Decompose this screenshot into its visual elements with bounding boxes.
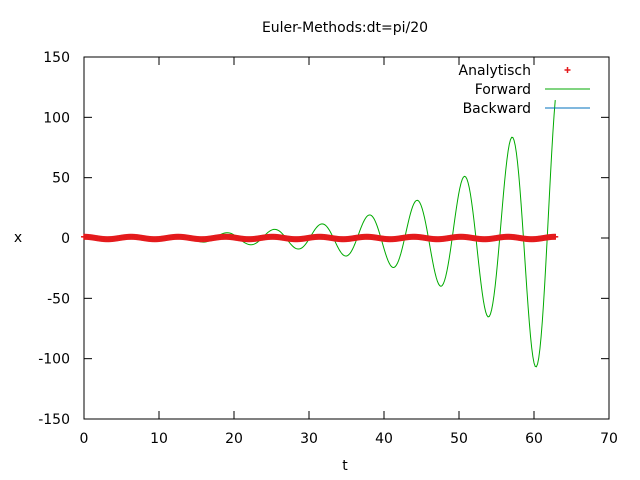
series-analytisch [81,233,559,243]
series-layer [81,99,559,368]
x-axis-label: t [342,458,348,474]
y-tick-label: 100 [43,110,70,126]
y-tick-label: 0 [61,231,70,247]
x-tick-label: 10 [150,431,168,447]
axis-ticks: 0 10 20 30 40 50 60 70 -150 -100 -50 0 50 100 150 [38,50,618,447]
y-tick-label: 50 [52,171,70,187]
legend-item-backward: Backward [463,101,590,117]
x-tick-label: 60 [525,431,543,447]
legend-label: Analytisch [459,63,531,79]
x-tick-label: 20 [225,431,243,447]
x-tick-label: 0 [80,431,89,447]
legend-label: Backward [463,101,531,117]
y-tick-label: -50 [47,291,70,307]
x-tick-label: 70 [600,431,618,447]
y-tick-label: -150 [38,412,70,428]
x-tick-label: 50 [450,431,468,447]
legend-label: Forward [475,82,531,98]
y-axis-label: x [14,230,22,246]
y-tick-label: -100 [38,352,70,368]
chart-title: Euler-Methods:dt=pi/20 [262,20,428,36]
point-analytisch [552,233,559,240]
legend: Analytisch Forward Backward [459,63,590,117]
y-tick-label: 150 [43,50,70,66]
series-line-forward [84,99,556,368]
series-forward [84,99,556,368]
x-tick-label: 40 [375,431,393,447]
legend-item-analytisch: Analytisch [459,63,571,79]
legend-item-forward: Forward [475,82,590,98]
x-tick-label: 30 [300,431,318,447]
